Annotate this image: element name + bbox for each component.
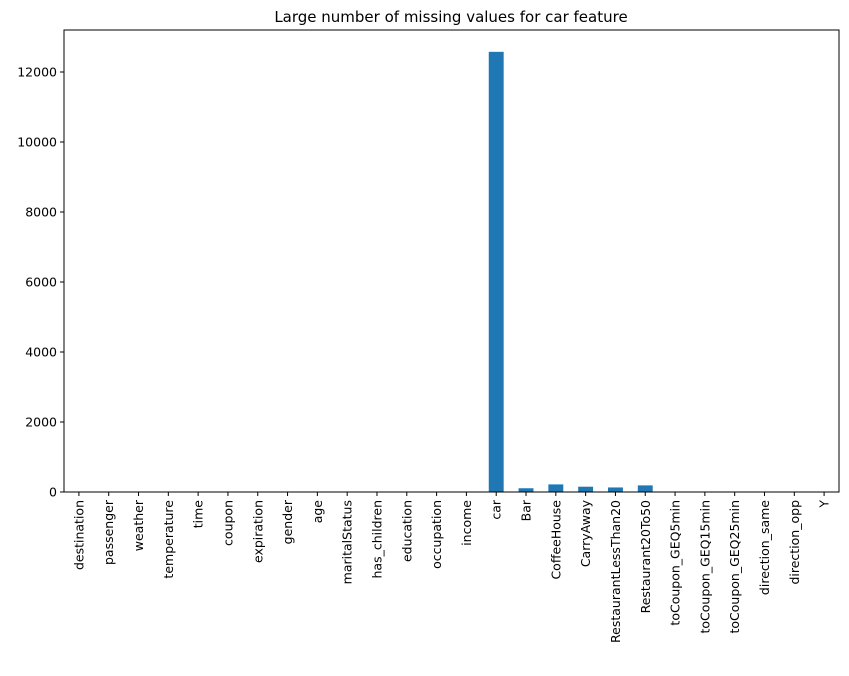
x-tick-label: passenger xyxy=(101,499,116,565)
x-tick-label: CoffeeHouse xyxy=(548,500,563,580)
x-tick-label: Bar xyxy=(519,499,534,521)
x-tick-label: toCoupon_GEQ5min xyxy=(668,500,683,626)
x-tick-label: Y xyxy=(817,500,832,509)
bars-layer xyxy=(488,51,653,493)
x-tick-label: expiration xyxy=(250,500,265,563)
x-tick-label: time xyxy=(191,500,206,529)
x-tick-label: occupation xyxy=(429,500,444,569)
x-tick-label: education xyxy=(399,500,414,562)
x-tick-label: RestaurantLessThan20 xyxy=(608,500,623,643)
x-tick-label: gender xyxy=(280,499,295,544)
x-tick-label: has_children xyxy=(369,500,384,579)
x-tick-label: toCoupon_GEQ25min xyxy=(727,500,742,634)
chart-title: Large number of missing values for car f… xyxy=(274,8,627,26)
y-axis: 0 2000 4000 6000 8000 10000 12000 xyxy=(17,65,64,500)
bar-Bar xyxy=(518,488,534,492)
bar-RestaurantLessThan20 xyxy=(607,487,623,492)
bar-CoffeeHouse xyxy=(548,484,564,492)
y-tick-label: 10000 xyxy=(17,135,57,150)
bar-CarryAway xyxy=(578,486,594,492)
x-tick-label: income xyxy=(459,500,474,546)
x-tick-label: CarryAway xyxy=(578,499,593,567)
bar-car xyxy=(488,51,504,493)
x-tick-label: direction_opp xyxy=(787,500,802,585)
x-tick-label: direction_same xyxy=(757,500,772,595)
x-tick-label: weather xyxy=(131,499,146,551)
x-tick-label: maritalStatus xyxy=(340,500,355,584)
y-tick-label: 2000 xyxy=(25,415,57,430)
x-tick-label: Restaurant20To50 xyxy=(638,500,653,613)
x-tick-label: coupon xyxy=(220,500,235,546)
x-tick-label: age xyxy=(310,500,325,524)
x-tick-label: toCoupon_GEQ15min xyxy=(697,500,712,634)
bar-Restaurant20To50 xyxy=(637,485,653,492)
y-tick-label: 4000 xyxy=(25,345,57,360)
y-tick-label: 12000 xyxy=(17,65,57,80)
x-axis: destination passenger weather temperature ti… xyxy=(71,492,832,643)
x-tick-label: destination xyxy=(71,500,86,570)
y-tick-label: 6000 xyxy=(25,275,57,290)
x-tick-label: car xyxy=(489,499,504,520)
y-tick-label: 8000 xyxy=(25,205,57,220)
plot-frame xyxy=(63,29,840,493)
y-tick-label: 0 xyxy=(49,485,57,500)
x-tick-label: temperature xyxy=(161,500,176,579)
